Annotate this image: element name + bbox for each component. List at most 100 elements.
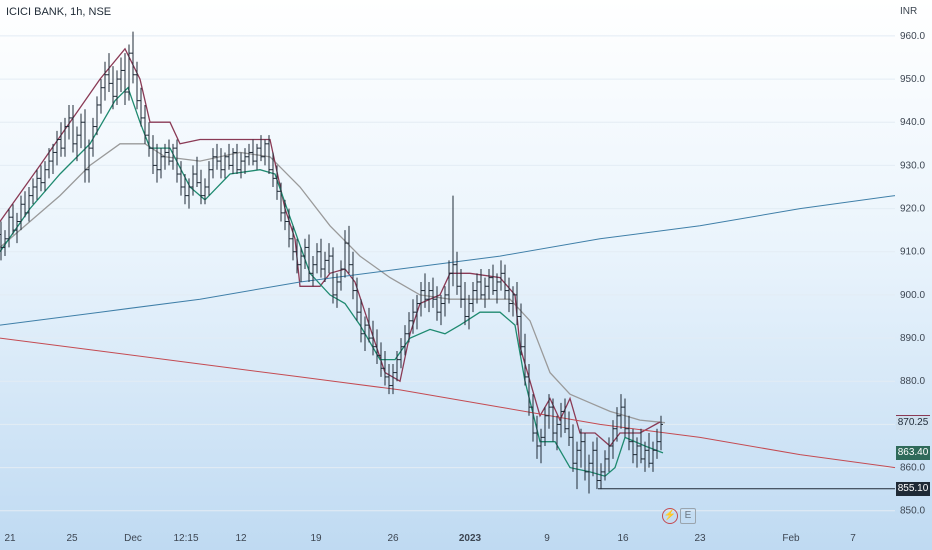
candle (435, 286, 439, 321)
candle (195, 156, 199, 187)
candle (487, 269, 491, 300)
candle (155, 143, 159, 183)
candle (303, 238, 307, 269)
candle (323, 251, 327, 282)
candle (227, 143, 231, 170)
candle (223, 152, 227, 179)
candle (159, 148, 163, 179)
candle (451, 195, 455, 287)
candle (655, 428, 659, 459)
chart-title: ICICI BANK, 1h, NSE (6, 6, 112, 18)
candle (271, 152, 275, 187)
candle (463, 281, 467, 326)
x-tick-label: 21 (4, 533, 16, 544)
price-tag: 863.40 (896, 445, 930, 460)
candle (7, 208, 11, 248)
candle (351, 251, 355, 300)
candle (163, 143, 167, 170)
y-tick-label: 920.0 (900, 204, 925, 215)
candle (647, 433, 651, 468)
x-tick-label: 12 (235, 533, 247, 544)
flash-icon[interactable]: ⚡ (662, 508, 678, 524)
candle (43, 161, 47, 192)
candle (439, 294, 443, 326)
candle (275, 165, 279, 200)
candle (615, 407, 619, 442)
candle (147, 122, 151, 157)
candle (363, 316, 367, 352)
candle (443, 286, 447, 317)
earnings-icon[interactable]: E (680, 508, 696, 524)
candle (287, 208, 291, 248)
candle (567, 411, 571, 446)
candle (55, 130, 59, 166)
candle (535, 415, 539, 459)
candle (511, 286, 515, 317)
candle (583, 433, 587, 481)
candle (291, 225, 295, 261)
x-tick-label: 16 (617, 533, 629, 544)
candle (355, 277, 359, 321)
y-tick-label: 890.0 (900, 333, 925, 344)
candle (47, 148, 51, 179)
candle (483, 277, 487, 308)
series-line-4 (0, 337, 896, 469)
candle (619, 394, 623, 429)
candle (343, 230, 347, 278)
candle (539, 428, 543, 464)
candlesticks (0, 31, 663, 494)
x-tick-label: Dec (124, 533, 142, 544)
candle (331, 247, 335, 304)
price-tag: 870.25 (896, 416, 930, 431)
candle (243, 148, 247, 175)
candle (0, 221, 3, 261)
candle (635, 437, 639, 468)
candle (63, 117, 67, 157)
candle (531, 394, 535, 442)
series-line-1 (0, 47, 661, 447)
candle (415, 294, 419, 330)
candle (119, 57, 123, 93)
candle (407, 312, 411, 343)
candle (391, 363, 395, 395)
candle (607, 437, 611, 472)
series-line-2 (0, 86, 664, 477)
candle (347, 225, 351, 274)
x-tick-label: Feb (782, 533, 800, 544)
candle (191, 165, 195, 196)
x-tick-label: 25 (66, 533, 78, 544)
candle (543, 407, 547, 446)
series-line-0 (0, 143, 666, 424)
candle (491, 264, 495, 295)
candle (23, 191, 27, 218)
candle (59, 122, 63, 157)
y-tick-label: 850.0 (900, 506, 925, 517)
candle (107, 53, 111, 93)
candle (259, 135, 263, 162)
candle (115, 70, 119, 105)
candle (199, 169, 203, 205)
candle (135, 61, 139, 110)
candle (123, 53, 127, 105)
candle (455, 251, 459, 295)
candle (207, 161, 211, 196)
candle (239, 152, 243, 179)
candle (143, 104, 147, 144)
candle (87, 139, 91, 183)
candle (183, 174, 187, 205)
candle (71, 104, 75, 153)
candle (659, 415, 663, 451)
candle (523, 333, 527, 386)
candle (367, 307, 371, 343)
candle (31, 178, 35, 205)
y-axis: 850.0860.0870.0880.0890.0900.0910.0920.0… (900, 31, 925, 517)
candle (215, 143, 219, 170)
candle (307, 234, 311, 282)
x-tick-label: 26 (387, 533, 399, 544)
candle (495, 273, 499, 304)
candle (371, 320, 375, 356)
candle (651, 441, 655, 472)
candle (591, 441, 595, 477)
